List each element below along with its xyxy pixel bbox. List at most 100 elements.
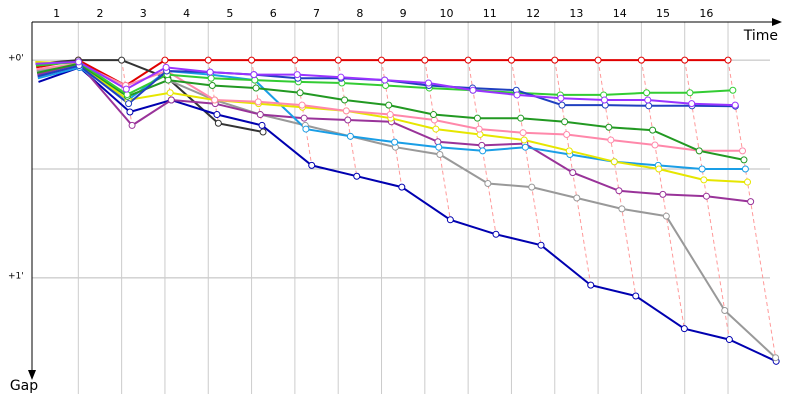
lap-marker (122, 85, 130, 93)
lap-marker (118, 56, 126, 64)
lap-marker (605, 123, 613, 131)
lap-marker (700, 176, 708, 184)
lap-marker (344, 116, 352, 124)
lap-marker (385, 101, 393, 109)
lap-marker (594, 56, 602, 64)
x-tick-label: 4 (183, 7, 190, 20)
lap-marker (528, 183, 536, 191)
lap-marker (296, 89, 304, 97)
lap-marker (334, 56, 342, 64)
lap-marker (507, 56, 515, 64)
lap-marker (342, 107, 350, 115)
lap-marker (607, 136, 615, 144)
lap-marker (353, 172, 361, 180)
x-axis-arrow (772, 18, 782, 26)
lap-marker (398, 183, 406, 191)
lap-marker (213, 111, 221, 119)
lap-marker (569, 169, 577, 177)
lap-marker (724, 56, 732, 64)
lap-marker (519, 129, 527, 137)
lap-marker (128, 121, 136, 129)
lap-marker (435, 143, 443, 151)
lap-marker (214, 119, 222, 127)
lap-marker (252, 84, 260, 92)
lap-marker (557, 94, 565, 102)
lap-marker (161, 56, 169, 64)
lap-line (684, 60, 730, 340)
x-tick-label: 1 (53, 7, 60, 20)
lap-marker (662, 212, 670, 220)
lap-marker (615, 187, 623, 195)
lap-marker (208, 82, 216, 90)
x-axis-label: Time (743, 28, 778, 44)
lap-marker (563, 131, 571, 139)
lap-marker (378, 56, 386, 64)
lap-marker (421, 56, 429, 64)
lap-marker (725, 336, 733, 344)
lap-marker (632, 292, 640, 300)
x-tick-label: 6 (270, 7, 277, 20)
x-tick-label: 12 (526, 7, 540, 20)
x-tick-label: 13 (569, 7, 583, 20)
lap-line (597, 60, 637, 297)
lap-marker (492, 230, 500, 238)
lap-marker (475, 125, 483, 133)
x-tick-label: 8 (356, 7, 363, 20)
lap-marker (432, 125, 440, 133)
lap-marker (424, 79, 432, 87)
lap-marker (167, 96, 175, 104)
lap-marker (254, 98, 262, 106)
lap-marker (302, 125, 310, 133)
x-tick-label: 3 (140, 7, 147, 20)
series-line (37, 62, 751, 203)
lap-marker (702, 192, 710, 200)
lap-marker (644, 96, 652, 104)
lap-marker (643, 89, 651, 97)
lap-marker (469, 86, 477, 94)
lap-marker (739, 147, 747, 155)
x-tick-label: 14 (613, 7, 627, 20)
lap-marker (645, 102, 653, 110)
lap-marker (162, 63, 170, 71)
plot (35, 56, 780, 365)
lap-marker (125, 100, 133, 108)
lap-marker (618, 205, 626, 213)
lap-marker (248, 56, 256, 64)
lap-marker (381, 76, 389, 84)
lap-marker (729, 86, 737, 94)
lap-marker (337, 73, 345, 81)
lap-marker (721, 307, 729, 315)
lap-marker (655, 165, 663, 173)
x-tick-label: 11 (483, 7, 497, 20)
lap-marker (446, 216, 454, 224)
lap-marker (259, 128, 267, 136)
lap-marker (744, 178, 752, 186)
series-line (35, 59, 264, 133)
y-axis-label: Gap (10, 378, 38, 394)
lap-marker (565, 147, 573, 155)
y-axis-arrow (28, 370, 36, 380)
lap-marker (300, 114, 308, 122)
lap-marker (747, 198, 755, 206)
lap-marker (346, 132, 354, 140)
lap-marker (537, 241, 545, 249)
lap-marker (698, 165, 706, 173)
lap-marker (610, 158, 618, 166)
lap-marker (649, 126, 657, 134)
lap-marker (587, 281, 595, 289)
lap-marker (651, 141, 659, 149)
x-tick-label: 2 (96, 7, 103, 20)
lap-marker (75, 58, 83, 66)
lap-marker (740, 156, 748, 164)
lap-marker (558, 101, 566, 109)
lap-marker (573, 194, 581, 202)
lap-marker (772, 354, 780, 362)
lap-marker (521, 143, 529, 151)
grid (32, 22, 770, 394)
lap-marker (207, 74, 215, 82)
x-tick-label: 10 (439, 7, 453, 20)
lap-marker (206, 68, 214, 76)
lap-marker (293, 71, 301, 79)
lap-line (727, 60, 777, 362)
y-tick-label: +1' (8, 271, 24, 281)
